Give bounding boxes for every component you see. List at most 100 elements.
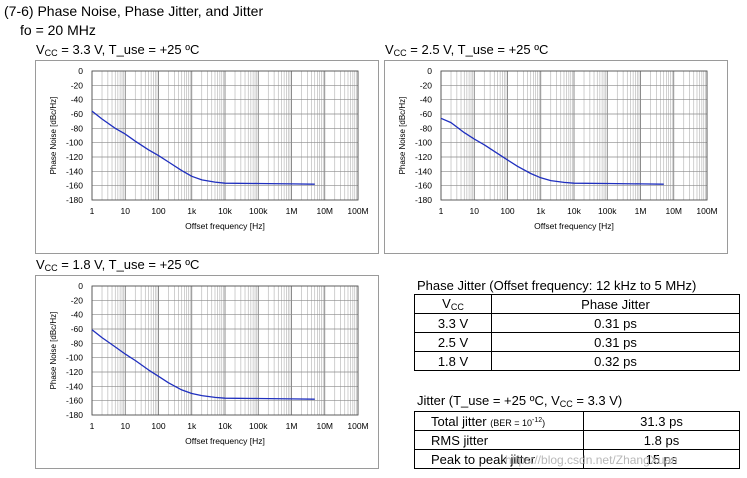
- condition-text: = 2.5 V, T_use = +25 ºC: [406, 42, 549, 57]
- x-tick-label: 10: [470, 206, 480, 216]
- y-axis-label: Phase Noise [dBc/Hz]: [49, 312, 58, 390]
- table-row: 3.3 V 0.31 ps: [414, 313, 740, 333]
- plot-border: [440, 70, 708, 201]
- y-tick-label: -100: [415, 138, 432, 148]
- y-tick-label: -120: [66, 152, 83, 162]
- condition-text: = 3.3 V, T_use = +25 ºC: [57, 42, 200, 57]
- vcc-cell: 3.3 V: [414, 313, 492, 333]
- x-axis-label: Offset frequency [Hz]: [534, 221, 614, 231]
- y-tick-label: -60: [71, 109, 84, 119]
- ber-note-text: (BER = 10: [490, 417, 533, 428]
- page-subtitle: fo = 20 MHz: [20, 22, 96, 38]
- y-tick-label: -20: [71, 295, 84, 305]
- chart-3-svg: 0 -20 -40 -60 -80 -100 -120 -140 -160 -180 1 10 100 1…: [49, 281, 369, 446]
- jitter-value-cell: 15 ps: [583, 449, 740, 469]
- vcc-cell: 1.8 V: [414, 351, 492, 371]
- y-tick-label: -40: [420, 95, 433, 105]
- jitter-name: Total jitter: [431, 413, 487, 429]
- vcc-sub: CC: [559, 399, 573, 409]
- jitter-table: Total jitter (BER = 10-12) 31.3 ps RMS j…: [414, 411, 740, 469]
- y-tick-label: -20: [420, 80, 433, 90]
- table-row: 2.5 V 0.31 ps: [414, 332, 740, 352]
- y-tick-label: -140: [66, 381, 83, 391]
- x-tick-label: 1: [90, 206, 95, 216]
- chart-1-condition: VCC = 3.3 V, T_use = +25 ºC: [36, 42, 199, 58]
- watermark: https://blog.csdn.net/ZhangXuan: [505, 453, 678, 467]
- chart-2-condition: VCC = 2.5 V, T_use = +25 ºC: [385, 42, 548, 58]
- x-tick-label: 100M: [696, 206, 717, 216]
- vcc-label: V: [36, 42, 45, 57]
- x-tick-label: 10k: [567, 206, 581, 216]
- y-axis-label: Phase Noise [dBc/Hz]: [49, 97, 58, 175]
- x-tick-label: 10: [121, 206, 131, 216]
- series-line: [440, 117, 664, 185]
- jitter-caption-b: = 3.3 V): [572, 393, 623, 408]
- x-tick-label: 1k: [187, 421, 197, 431]
- jitter-name-cell: Peak to peak jitter: [414, 449, 584, 469]
- series-line: [91, 329, 315, 400]
- x-axis-label: Offset frequency [Hz]: [185, 221, 265, 231]
- vcc-sub: CC: [450, 302, 464, 312]
- y-tick-label: -140: [415, 166, 432, 176]
- y-tick-label: -160: [66, 396, 83, 406]
- chart-3: 0 -20 -40 -60 -80 -100 -120 -140 -160 -180 1 10 100 1…: [35, 275, 379, 469]
- ber-note-exp: -12: [532, 416, 543, 424]
- table-header-row: VCC Phase Jitter: [414, 294, 740, 314]
- plot-border: [91, 70, 359, 201]
- vcc-label: V: [442, 296, 451, 311]
- x-tick-label: 1k: [536, 206, 546, 216]
- y-tick-label: 0: [78, 66, 83, 76]
- header-vcc: VCC: [414, 294, 492, 314]
- vcc-sub: CC: [393, 48, 407, 58]
- vcc-label: V: [385, 42, 394, 57]
- x-tick-label: 100: [151, 206, 165, 216]
- x-tick-label: 100M: [347, 421, 368, 431]
- phase-jitter-caption: Phase Jitter (Offset frequency: 12 kHz t…: [417, 278, 697, 293]
- vcc-sub: CC: [44, 48, 58, 58]
- ber-note: (BER = 10-12): [490, 416, 546, 428]
- table-row: RMS jitter 1.8 ps: [414, 430, 740, 450]
- y-tick-label: -180: [66, 195, 83, 205]
- x-tick-label: 100M: [347, 206, 368, 216]
- jitter-caption-a: Jitter (T_use = +25 ºC, V: [417, 393, 560, 408]
- vcc-cell: 2.5 V: [414, 332, 492, 352]
- y-tick-label: -60: [71, 324, 84, 334]
- y-tick-label: -80: [420, 123, 433, 133]
- y-tick-label: -20: [71, 80, 84, 90]
- y-tick-label: -100: [66, 138, 83, 148]
- y-tick-label: -180: [66, 410, 83, 420]
- y-tick-label: -40: [71, 95, 84, 105]
- table-row: Total jitter (BER = 10-12) 31.3 ps: [414, 411, 740, 431]
- jitter-cell: 0.32 ps: [491, 351, 740, 371]
- phase-jitter-table: VCC Phase Jitter 3.3 V 0.31 ps 2.5 V 0.3…: [414, 294, 740, 371]
- vcc-sub: CC: [44, 263, 58, 273]
- jitter-cell: 0.31 ps: [491, 313, 740, 333]
- table-row: Peak to peak jitter 15 ps: [414, 449, 740, 469]
- y-tick-label: -40: [71, 310, 84, 320]
- x-axis-label: Offset frequency [Hz]: [185, 436, 265, 446]
- x-tick-label: 100k: [249, 206, 268, 216]
- x-tick-label: 1k: [187, 206, 197, 216]
- page-title: (7-6) Phase Noise, Phase Jitter, and Jit…: [4, 3, 264, 19]
- x-tick-label: 100k: [598, 206, 617, 216]
- x-tick-label: 1: [439, 206, 444, 216]
- ber-note-end: ): [542, 417, 546, 428]
- y-tick-label: -120: [415, 152, 432, 162]
- jitter-name-cell: RMS jitter: [414, 430, 584, 450]
- series-line: [91, 110, 315, 185]
- y-tick-label: 0: [78, 281, 83, 291]
- x-tick-label: 100: [500, 206, 514, 216]
- y-tick-label: -120: [66, 367, 83, 377]
- vcc-label: V: [36, 257, 45, 272]
- chart-3-condition: VCC = 1.8 V, T_use = +25 ºC: [36, 257, 199, 273]
- plot-border: [91, 285, 359, 416]
- y-tick-label: -60: [420, 109, 433, 119]
- y-tick-label: -160: [415, 181, 432, 191]
- table-row: 1.8 V 0.32 ps: [414, 351, 740, 371]
- jitter-caption: Jitter (T_use = +25 ºC, VCC = 3.3 V): [417, 393, 622, 409]
- y-tick-label: -80: [71, 338, 84, 348]
- chart-2: 0 -20 -40 -60 -80 -100 -120 -140 -160 -180 1 10 100 1…: [384, 60, 728, 254]
- condition-text: = 1.8 V, T_use = +25 ºC: [57, 257, 200, 272]
- y-tick-label: -160: [66, 181, 83, 191]
- x-tick-label: 10k: [218, 206, 232, 216]
